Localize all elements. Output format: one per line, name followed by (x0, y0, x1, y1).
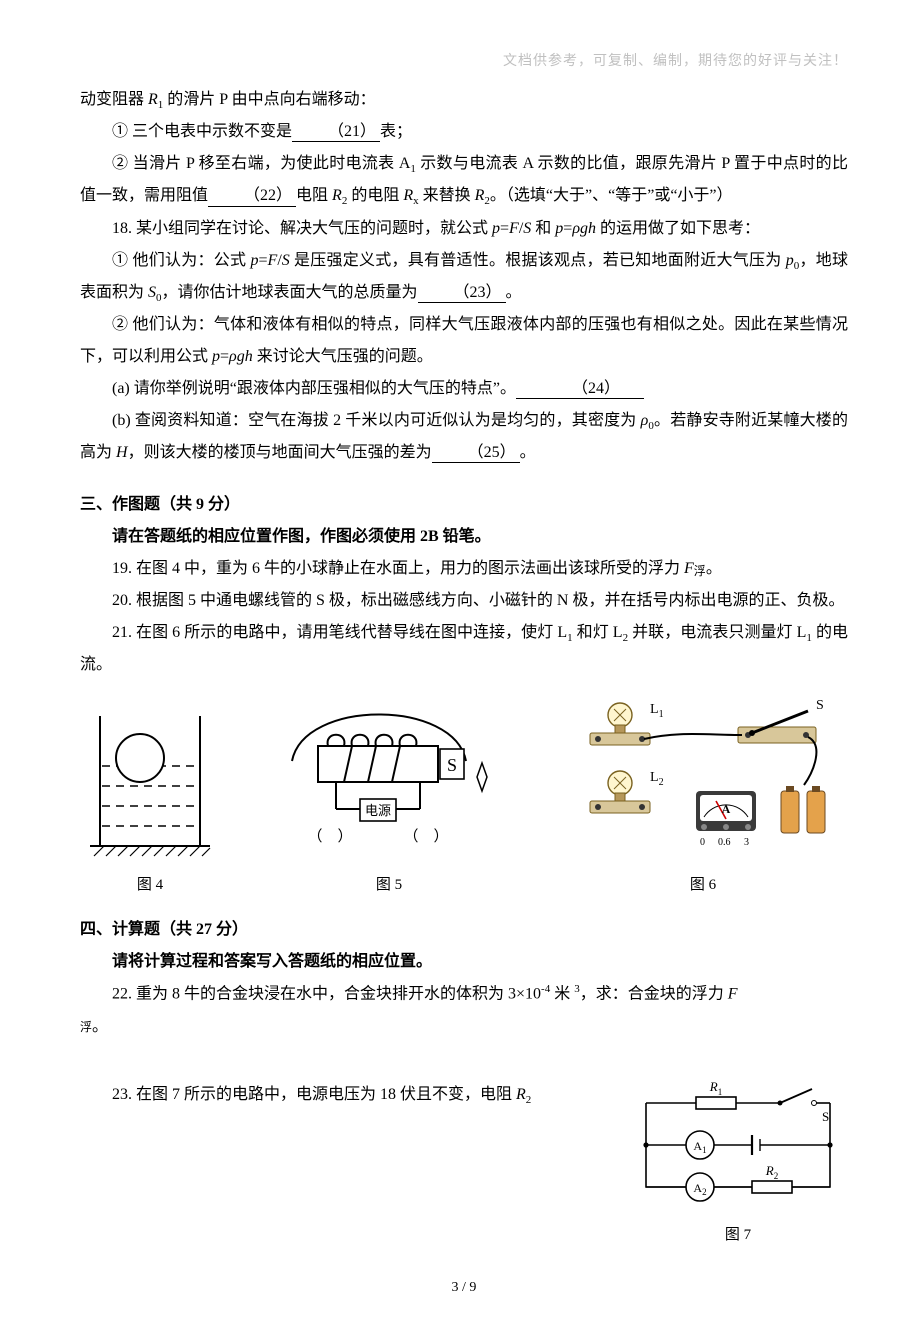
q17-sub1: ① 三个电表中示数不变是（21）表； (80, 116, 848, 148)
svg-text:S: S (447, 755, 457, 775)
q18-sub1: ① 他们认为：公式 p=F/S 是压强定义式，具有普适性。根据该观点，若已知地面… (80, 245, 848, 309)
blank-22: （22） (208, 186, 296, 206)
q19: 19. 在图 4 中，重为 6 牛的小球静止在水面上，用力的图示法画出该球所受的… (80, 553, 848, 585)
section3-heading: 三、作图题（共 9 分） (80, 489, 848, 521)
page-number: 3 / 9 (80, 1274, 848, 1302)
svg-text:0.6: 0.6 (718, 837, 731, 848)
section4-heading: 四、计算题（共 27 分） (80, 914, 848, 946)
svg-text:R2: R2 (765, 1163, 778, 1181)
blank-21: （21） (292, 122, 380, 142)
q20: 20. 根据图 5 中通电螺线管的 S 极，标出磁感线方向、小磁针的 N 极，并… (80, 585, 848, 617)
q22-tail: 浮。 (80, 1011, 848, 1043)
blank-24: （24） (516, 379, 644, 399)
blank-23: （23） (418, 283, 506, 303)
q18-intro: 18. 某小组同学在讨论、解决大气压的问题时，就公式 p=F/S 和 p=ρgh… (80, 213, 848, 245)
battery-icon (807, 786, 825, 833)
blank-25: （25） (432, 443, 520, 463)
q18-sub2: ② 他们认为：气体和液体有相似的特点，同样大气压跟液体内部的压强也有相似之处。因… (80, 309, 848, 373)
header-watermark: 文档供参考，可复制、编制，期待您的好评与关注！ (80, 48, 848, 76)
battery-icon (781, 786, 799, 833)
svg-text:A: A (722, 802, 731, 816)
figures-row: 图 4 S (80, 691, 848, 900)
figure-7: R1 S A1 A2 R2 图 7 (628, 1075, 848, 1250)
svg-text:S: S (816, 698, 824, 713)
figure-6-caption: 图 6 (690, 870, 716, 900)
figure-6: L1 L2 S (558, 691, 848, 900)
section4-note: 请将计算过程和答案写入答题纸的相应位置。 (80, 946, 848, 978)
ammeter-icon: A (696, 791, 756, 831)
line-continuation: 动变阻器 R1 的滑片 P 由中点向右端移动： (80, 84, 848, 116)
q22: 22. 重为 8 牛的合金块浸在水中，合金块排开水的体积为 3×10-4 米 3… (80, 978, 848, 1010)
figure-4: 图 4 (80, 706, 220, 900)
svg-text:S: S (822, 1109, 829, 1124)
svg-text:（ ）: （ ） (307, 828, 352, 845)
q21: 21. 在图 6 所示的电路中，请用笔线代替导线在图中连接，使灯 L1 和灯 L… (80, 617, 848, 681)
bulb-l1-icon (608, 703, 632, 733)
q17-sub2: ② 当滑片 P 移至右端，为使此时电流表 A1 示数与电流表 A 示数的比值，跟… (80, 148, 848, 212)
section3-note: 请在答题纸的相应位置作图，作图必须使用 2B 铅笔。 (80, 521, 848, 553)
svg-text:电源: 电源 (365, 803, 391, 818)
figure-7-caption: 图 7 (628, 1220, 848, 1250)
bulb-l2-icon (608, 771, 632, 801)
figure-5: S 电源 （ ） （ ） 图 5 (264, 691, 514, 900)
figure-5-caption: 图 5 (376, 870, 402, 900)
q18-a: (a) 请你举例说明“跟液体内部压强相似的大气压的特点”。（24） (80, 373, 848, 405)
q18-b: (b) 查阅资料知道：空气在海拔 2 千米以内可近似认为是均匀的，其密度为 ρ0… (80, 405, 848, 469)
svg-text:L1: L1 (650, 702, 664, 720)
figure-4-caption: 图 4 (137, 870, 163, 900)
svg-text:（ ）: （ ） (403, 828, 448, 845)
svg-text:3: 3 (744, 837, 749, 848)
svg-text:R1: R1 (709, 1079, 722, 1097)
svg-text:0: 0 (700, 837, 705, 848)
svg-text:L2: L2 (650, 770, 664, 788)
